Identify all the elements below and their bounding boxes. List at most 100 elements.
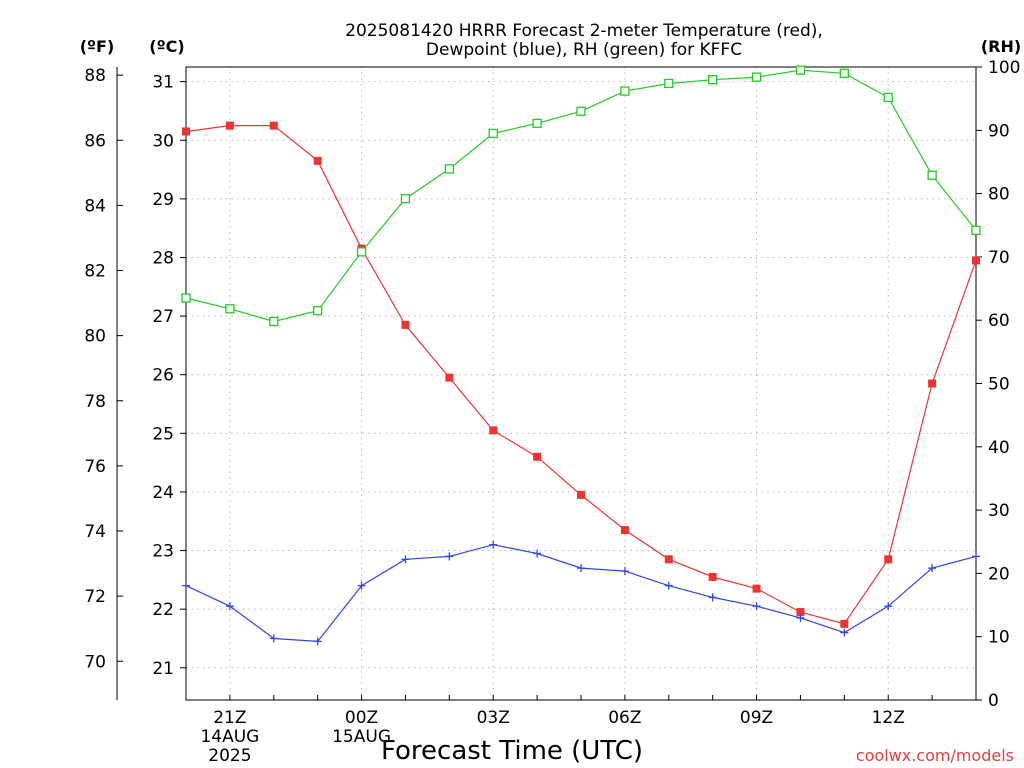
- dewpoint-point: [928, 564, 937, 573]
- celsius-tick-label: 30: [152, 131, 174, 151]
- temperature-point: [533, 452, 542, 461]
- dewpoint-point: [620, 567, 629, 576]
- x-tick-date: 14AUG: [200, 727, 259, 747]
- fahrenheit-tick-label: 86: [84, 131, 106, 151]
- temperature-point: [182, 127, 190, 136]
- fahrenheit-tick-label: 84: [84, 196, 106, 216]
- celsius-tick-label: 27: [152, 307, 174, 327]
- rh-tick-label: 20: [988, 564, 1010, 584]
- rh-point: [795, 65, 806, 75]
- celsius-tick-label: 21: [152, 659, 174, 679]
- dewpoint-point: [664, 581, 673, 590]
- fahrenheit-unit-label: (ºF): [80, 37, 115, 56]
- temperature-point: [796, 608, 805, 617]
- x-tick-label: 21Z: [213, 708, 246, 728]
- x-tick-label: 06Z: [608, 708, 641, 728]
- fahrenheit-tick-label: 74: [84, 522, 106, 542]
- dewpoint-point: [269, 634, 278, 643]
- rh-point: [225, 304, 235, 314]
- temperature-point: [972, 256, 980, 265]
- rh-unit-label: (RH): [981, 37, 1021, 56]
- x-tick-label: 00Z: [345, 708, 378, 728]
- rh-point: [313, 306, 323, 316]
- rh-point: [181, 293, 191, 303]
- rh-point: [927, 170, 937, 180]
- dewpoint-point: [577, 564, 585, 573]
- rh-point: [400, 194, 411, 204]
- celsius-tick-label: 23: [152, 542, 174, 562]
- fahrenheit-tick-label: 88: [84, 66, 106, 86]
- celsius-tick-label: 26: [152, 366, 174, 386]
- dewpoint-point: [445, 552, 454, 561]
- dewpoint-point: [708, 593, 717, 602]
- temperature-point: [489, 426, 498, 435]
- fahrenheit-tick-label: 82: [84, 262, 106, 282]
- rh-tick-label: 50: [988, 375, 1010, 395]
- dewpoint-point: [533, 549, 542, 558]
- rh-point: [532, 118, 542, 128]
- temperature-point: [313, 156, 322, 165]
- temperature-point: [884, 555, 893, 564]
- temperature-point: [620, 526, 629, 535]
- x-tick-year: 2025: [208, 746, 251, 766]
- dewpoint-point: [884, 602, 893, 611]
- rh-point: [971, 225, 981, 235]
- x-axis-title: Forecast Time (UTC): [381, 736, 643, 766]
- temperature-point: [840, 619, 849, 628]
- rh-point: [620, 86, 630, 96]
- x-tick-label: 09Z: [740, 708, 773, 728]
- celsius-tick-label: 22: [152, 600, 174, 620]
- series-layer: [181, 65, 981, 646]
- fahrenheit-tick-label: 72: [84, 587, 106, 607]
- dewpoint-point: [357, 581, 366, 590]
- axes: 21 22 23 24 25 26 27 28 29 30 31 70 72 74 76 78 80 82 84 86…: [84, 58, 1020, 766]
- dewpoint-point: [225, 602, 234, 611]
- celsius-tick-label: 29: [152, 190, 174, 210]
- temperature-point: [577, 490, 585, 499]
- x-tick-date: 15AUG: [332, 727, 391, 747]
- rh-tick-label: 80: [988, 185, 1010, 205]
- rh-point: [883, 92, 893, 103]
- rh-tick-label: 100: [988, 58, 1020, 78]
- dewpoint-point: [972, 552, 980, 561]
- chart-title-line2: Dewpoint (blue), RH (green) for KFFC: [426, 40, 742, 60]
- dewpoint-point: [489, 540, 498, 549]
- rh-point: [751, 72, 762, 82]
- temperature-point: [401, 320, 410, 329]
- temperature-point: [752, 584, 761, 593]
- temperature-point: [928, 379, 937, 388]
- dewpoint-point: [840, 628, 849, 637]
- dewpoint-point: [401, 555, 410, 564]
- rh-point: [356, 247, 367, 257]
- rh-point: [839, 68, 849, 78]
- dewpoint-line: [185, 544, 977, 643]
- rh-tick-label: 0: [988, 691, 999, 711]
- dewpoint-point: [796, 613, 805, 622]
- credit-text: coolwx.com/models: [856, 746, 1014, 765]
- rh-tick-label: 40: [988, 438, 1010, 458]
- rh-tick-label: 60: [988, 311, 1010, 331]
- celsius-tick-label: 28: [152, 248, 174, 268]
- fahrenheit-tick-label: 80: [84, 327, 106, 347]
- rh-point: [576, 106, 586, 116]
- rh-point: [664, 78, 674, 89]
- x-tick-label: 03Z: [477, 708, 510, 728]
- rh-tick-label: 10: [988, 628, 1010, 648]
- temperature-point: [269, 121, 278, 130]
- chart-title-line1: 2025081420 HRRR Forecast 2-meter Tempera…: [345, 21, 823, 41]
- rh-point: [488, 128, 498, 139]
- grid: [186, 67, 976, 700]
- x-tick-label: 12Z: [872, 708, 905, 728]
- rh-point: [708, 75, 718, 85]
- rh-tick-label: 70: [988, 248, 1010, 268]
- celsius-unit-label: (ºC): [149, 37, 184, 56]
- rh-point: [269, 316, 279, 327]
- fahrenheit-tick-label: 70: [84, 652, 106, 672]
- rh-tick-label: 90: [988, 121, 1010, 141]
- fahrenheit-tick-label: 76: [84, 457, 106, 477]
- fahrenheit-tick-label: 78: [84, 392, 106, 412]
- rh-point: [444, 164, 454, 174]
- dewpoint-point: [752, 602, 761, 611]
- temperature-point: [708, 572, 717, 581]
